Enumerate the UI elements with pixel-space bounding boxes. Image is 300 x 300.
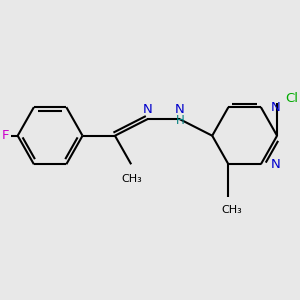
Text: N: N	[271, 158, 281, 171]
Text: N: N	[175, 103, 185, 116]
Text: CH₃: CH₃	[221, 205, 242, 215]
Text: F: F	[2, 129, 10, 142]
Text: N: N	[271, 100, 281, 114]
Text: Cl: Cl	[285, 92, 298, 105]
Text: N: N	[142, 103, 152, 116]
Text: CH₃: CH₃	[122, 174, 142, 184]
Text: H: H	[176, 114, 184, 127]
